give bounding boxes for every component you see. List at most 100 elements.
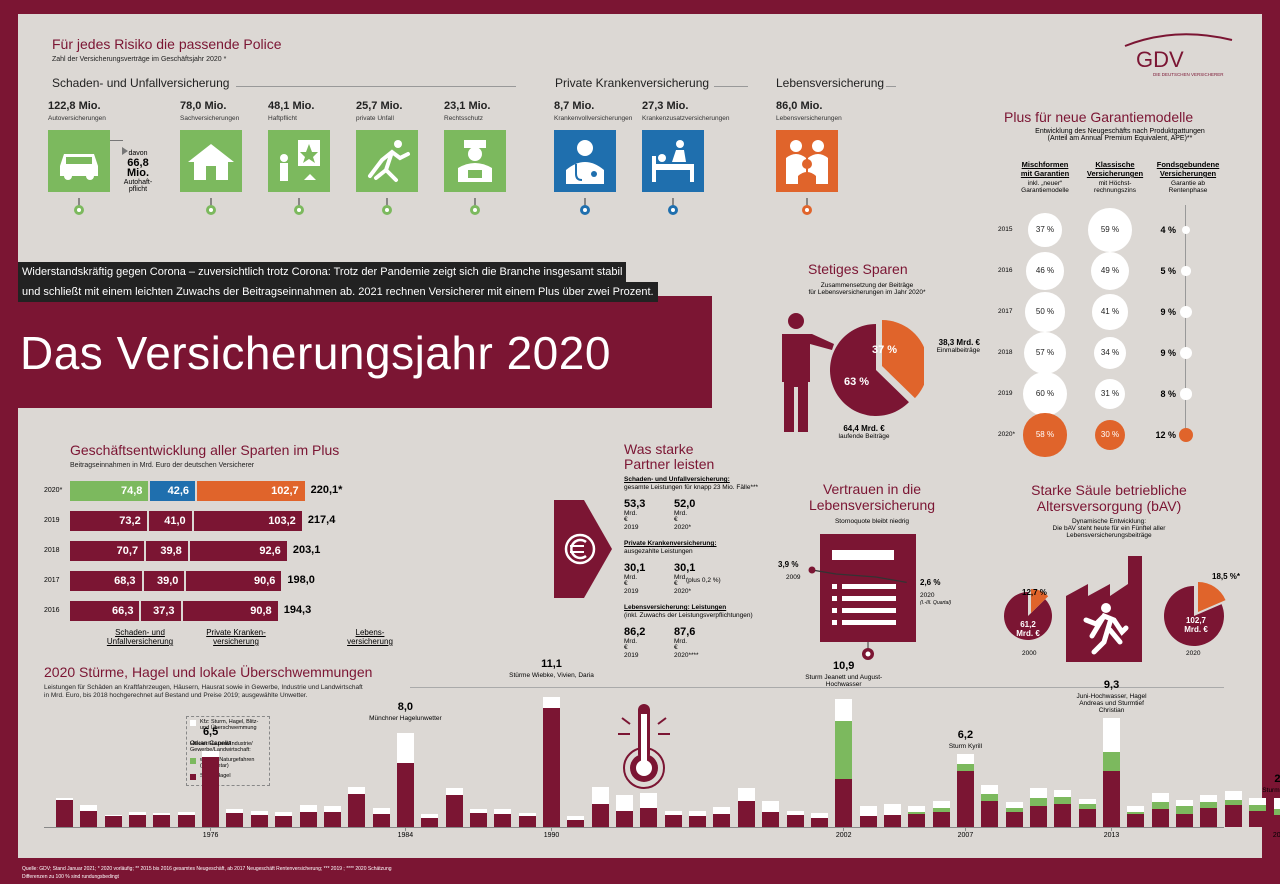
storm-bar-kfz [1127,805,1145,812]
auto-haft-pre: davon [128,150,148,157]
garantie-bubble-a: 37 % [1028,213,1062,247]
partner-value: 86,2 [624,626,646,638]
col2-s2: rechnungszins [1094,187,1136,194]
annotation-value: 2,5 [1274,772,1280,785]
storm-bar-sturm [56,800,73,827]
garantie-value-c: 5 % [1160,266,1176,276]
storm-bar-sturm [1224,804,1242,827]
stacked-bar-segment: 90,8 [182,601,278,621]
gdv-logo: GDV DIE DEUTSCHEN VERSICHERER [1120,32,1238,78]
storm-bar-kfz [494,809,512,815]
storm-bar-kfz [1103,718,1121,753]
partner-unit: € [624,580,628,587]
document-bullet [832,584,837,589]
pin-icon [580,198,590,215]
partner-value: 52,0 [674,498,696,510]
storm-bar-sturm [1054,803,1072,827]
storm-bar-sturm [810,817,828,827]
partner-head2: ausgezahlte Leistungen [624,548,693,555]
storm-bar-kfz [372,808,390,815]
bav-sub2: Die bAV steht heute für ein Fünftel alle… [1052,525,1166,532]
garantie-value-c: 9 % [1160,348,1176,358]
storm-bar-kfz [737,788,755,802]
garantie-col1-sub: inkl. „neuer“ Garantiemodelle [1010,180,1080,194]
stacked-bar-segment: 39,8 [146,541,188,561]
document-header-bar [832,550,894,560]
bav-slice-rest [1004,592,1052,640]
partner-year: 2019 [624,588,639,595]
garantie-col2-head: Klassische Versicherungen [1080,160,1150,178]
legend-swatch-kfz [190,720,196,726]
house-icon [188,144,234,180]
storm-bar-kfz [932,801,950,809]
thermometer-icon [614,704,674,790]
family-icon [786,140,828,184]
storm-bar-elementar [1273,809,1280,816]
partner-unit: Mrd. [624,638,637,645]
storm-bar-kfz [250,810,268,816]
storm-bar-kfz [616,795,634,811]
annotation-name: Juni-Hochwasser, Hagel Andreas und Sturm… [1076,693,1147,715]
car-icon [60,154,98,180]
col2-h2: Versicherungen [1086,169,1144,178]
storm-bar-sturm [640,808,658,827]
document-line [842,608,896,613]
partner-unit: Mrd. [624,574,637,581]
storm-bar-sturm [226,812,244,827]
garantie-dot-c [1179,428,1193,442]
storm-bar-kfz [80,804,98,811]
contract-label: Rechtsschutz [444,115,484,122]
contract-tile [642,130,704,192]
garantie-year: 2020* [998,431,1015,438]
garantie-value-c: 12 % [1155,430,1176,440]
annotation-value: 11,1 [541,658,562,671]
garantie-bubble-b: 49 % [1090,251,1130,291]
storm-bar-elementar [932,808,950,812]
bav-subtitle: Dynamische Entwicklung: Die bAV steht he… [1004,518,1214,539]
vertrauen-y2-note: (I.-III. Quartal) [920,600,952,606]
storm-bar-elementar [1176,805,1194,815]
garantie-bubble-b: 31 % [1094,378,1126,410]
garantie-bubble-b: 34 % [1094,337,1126,369]
partner-year: 2020* [674,524,691,531]
x-tick-label: 2007 [957,832,974,839]
contract-value: 122,8 Mio. [48,100,101,112]
storm-bar-kfz [664,810,682,816]
auto-haft-block: davon 66,8 Mio. Autohaft- pflicht [122,150,154,193]
sparen-sub2: für Lebensversicherungen im Jahr 2020* [808,289,926,296]
partner-value: 53,3 [624,498,646,510]
bav-year-2020: 2020 [1186,650,1201,657]
bar-year: 2016 [44,607,60,614]
storm-bar-sturm [956,770,974,827]
storm-bar-kfz [1176,800,1194,806]
garantie-col3-head: Fondsgebundene Versicherungen [1150,160,1226,178]
contract-value: 25,7 Mio. [356,100,403,112]
judge-icon [458,140,492,182]
header-subtitle: Zahl der Versicherungsverträge im Geschä… [52,56,227,63]
garantie-subtitle: Entwicklung des Neugeschäfts nach Produk… [1010,128,1230,142]
storm-bar-kfz [323,805,341,812]
x-tick-label: 2002 [835,832,852,839]
storm-bar-sturm [883,815,901,827]
col1-s1: inkl. „neuer“ [1027,180,1063,187]
storm-bar-elementar [1005,808,1023,812]
auto-haft-label1: Autohaft- [123,179,153,186]
x-tick [843,827,845,831]
contract-label: private Unfall [356,115,394,122]
partner-value: 30,1 [624,562,646,574]
storm-bar-elementar [908,811,926,815]
storm-bar-sturm [275,816,293,827]
stuerme-sub2: in Mrd. Euro, bis 2018 hochgerechnet auf… [44,692,308,699]
vertrauen-title: Vertrauen in die Lebensversicherung [806,481,938,513]
col3-h1: Fondsgebundene [1156,160,1220,169]
storm-bar-kfz [908,805,926,812]
contract-value: 48,1 Mio. [268,100,315,112]
storm-bar-kfz [981,784,999,795]
leg1a: Schaden- und [115,628,165,637]
storm-bar-kfz [835,699,853,721]
leg2a: Private Kranken- [206,628,266,637]
storm-bar-sturm [1030,805,1047,827]
divider [236,86,516,87]
storm-bar-sturm [567,819,585,827]
storm-bar-kfz [689,810,707,817]
